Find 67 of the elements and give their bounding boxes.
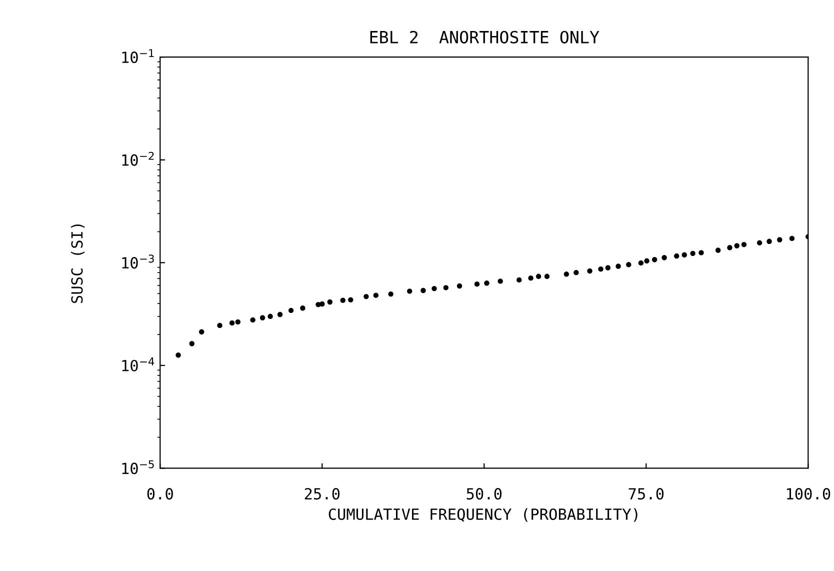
point (327, 299, 333, 305)
point (587, 268, 592, 274)
point (288, 308, 294, 314)
point (715, 248, 721, 253)
x-axis-title: CUMULATIVE FREQUENCY (PROBABILITY) (328, 508, 638, 522)
y-axis-title: SUSC (SI) (70, 224, 85, 304)
point (605, 265, 611, 270)
point (260, 315, 266, 320)
point (229, 320, 235, 326)
point (616, 264, 621, 269)
point (407, 288, 412, 294)
y-tick-label: 10$^{−5}$ (122, 460, 154, 474)
x-tick-label: 50.0 (466, 488, 502, 500)
y-tick-label: 10$^{−3}$ (122, 254, 154, 269)
point (626, 262, 632, 268)
point (320, 301, 325, 307)
point (364, 294, 369, 300)
point (638, 260, 644, 266)
point (789, 236, 795, 242)
point (756, 240, 762, 246)
point (300, 306, 306, 311)
point (516, 277, 522, 283)
point (348, 297, 354, 302)
point (176, 352, 181, 358)
point (189, 341, 194, 346)
point (727, 245, 732, 250)
point (340, 298, 346, 303)
x-tick-label: 25.0 (304, 488, 340, 500)
point (199, 329, 204, 334)
point (456, 283, 462, 289)
point (698, 250, 704, 256)
x-tick-label: 75.0 (628, 488, 664, 500)
point (662, 255, 667, 260)
point (682, 252, 687, 258)
x-tick-label: 100.0 (786, 488, 830, 500)
point (373, 292, 379, 298)
point (598, 266, 604, 272)
point (564, 272, 570, 277)
point (766, 238, 772, 244)
point (644, 258, 650, 264)
y-tick-label: 10$^{−2}$ (122, 152, 154, 166)
y-tick-label: 10$^{−1}$ (122, 49, 154, 64)
point (536, 274, 542, 279)
point (388, 291, 394, 297)
point (235, 319, 240, 325)
point (498, 278, 503, 284)
y-tick-label: 10$^{−4}$ (122, 358, 154, 372)
point (420, 288, 426, 294)
point (777, 237, 782, 242)
point (652, 257, 658, 262)
point (690, 250, 696, 256)
point (432, 286, 437, 292)
point (734, 243, 740, 248)
point (484, 280, 490, 286)
point (443, 285, 449, 290)
point (741, 242, 747, 248)
point (528, 275, 534, 281)
point (544, 274, 550, 279)
chart-title: EBL 2 ANORTHOSITE ONLY (370, 30, 600, 44)
point (674, 253, 680, 259)
point (474, 281, 480, 287)
x-tick-label: 0.0 (147, 488, 173, 500)
point (277, 312, 283, 318)
point (574, 270, 579, 276)
point (217, 322, 222, 328)
point (250, 317, 256, 323)
point (268, 314, 273, 319)
